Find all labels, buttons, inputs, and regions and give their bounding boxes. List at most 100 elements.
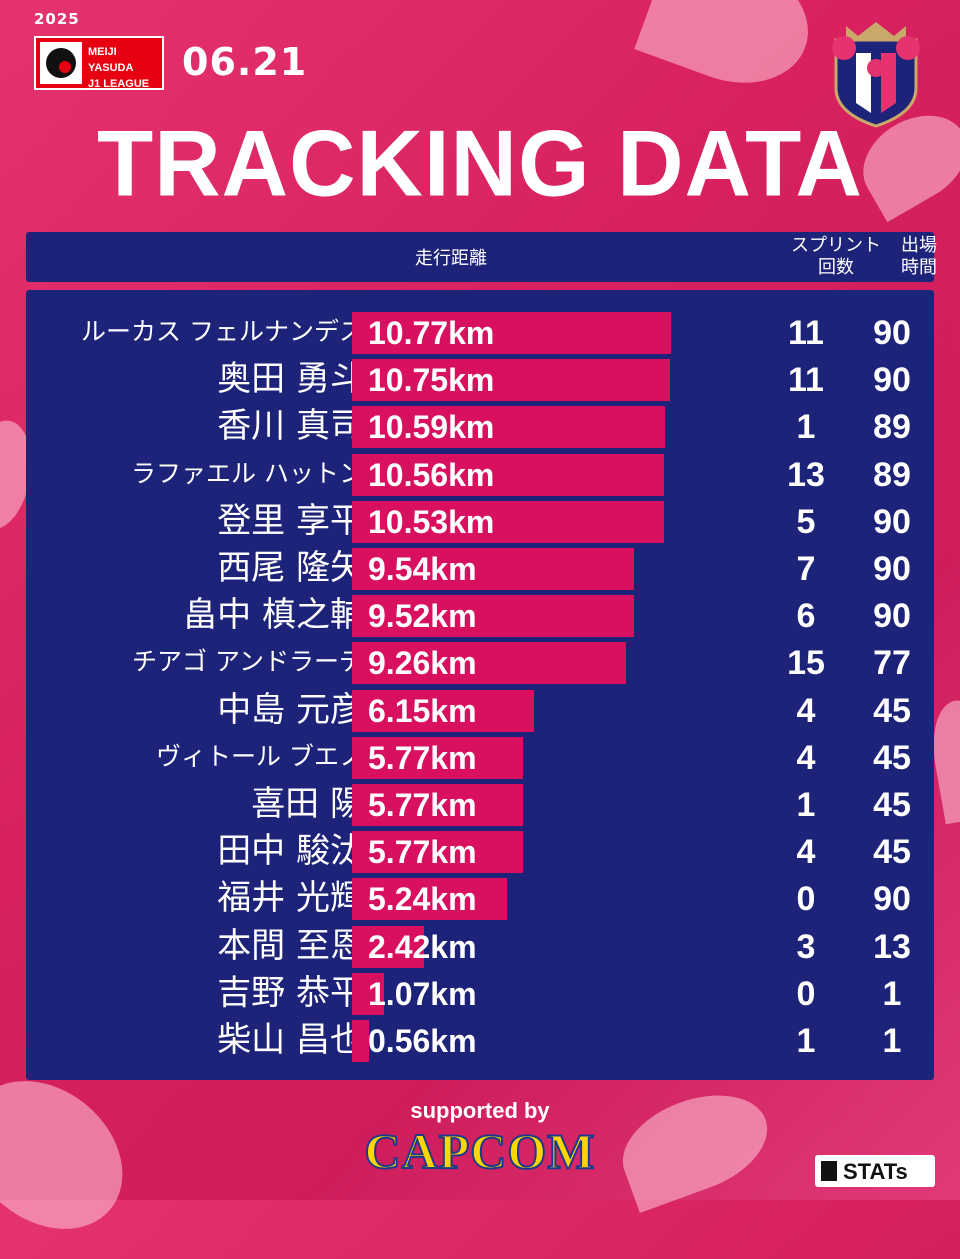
column-header-sprints-line1: スプリント	[791, 235, 881, 256]
table-row: 奥田 勇斗 10.75km 11 90	[26, 357, 934, 402]
distance-label: 5.24km	[368, 881, 477, 918]
distance-bar	[352, 406, 666, 449]
distance-label: 1.07km	[368, 975, 477, 1012]
distance-bar	[352, 689, 534, 732]
table-row: 香川 真司 10.59km 1 89	[26, 404, 934, 449]
table-header: 走行距離 スプリント 回数 出場 時間	[26, 232, 937, 282]
player-name: 喜田 陽	[251, 784, 364, 824]
j-league-mark-icon	[40, 42, 82, 84]
league-name-line2: J1 LEAGUE	[88, 78, 150, 90]
player-name: 柴山 昌也	[217, 1020, 364, 1060]
minutes-played: 1	[882, 1022, 902, 1060]
minutes-played: 90	[873, 880, 911, 919]
sprint-count: 4	[796, 691, 816, 730]
minutes-played: 90	[873, 502, 911, 541]
player-name: 福井 光輝	[217, 878, 364, 919]
distance-label: 0.56km	[368, 1023, 477, 1059]
player-name: 香川 真司	[217, 406, 364, 447]
minutes-played: 1	[882, 974, 902, 1013]
column-header-distance: 走行距離	[415, 248, 487, 269]
player-name: 登里 享平	[217, 500, 364, 541]
distance-label: 5.77km	[368, 739, 477, 776]
column-header-minutes: 出場 時間	[892, 235, 946, 279]
minutes-played: 89	[873, 455, 911, 494]
distance-bar	[352, 359, 671, 402]
table-row: 吉野 恭平 1.07km 0 1	[26, 971, 934, 1015]
minutes-played: 90	[873, 597, 911, 636]
table-row: 登里 享平 10.53km 5 90	[26, 499, 934, 543]
sprint-count: 1	[796, 786, 816, 824]
minutes-played: 45	[873, 833, 911, 872]
tracking-table: ルーカス フェルナンデス 10.77km 11 90 奥田 勇斗 10.75km 11 90 香…	[26, 290, 934, 1080]
minutes-played: 45	[873, 786, 911, 824]
league-name: MEIJI YASUDA J1 LEAGUE	[88, 44, 162, 92]
table-row: 本間 至恩 2.42km 3 13	[26, 924, 934, 968]
distance-label: 10.56km	[368, 456, 495, 493]
league-name-line1: MEIJI YASUDA	[88, 46, 134, 74]
distance-bar	[352, 784, 523, 826]
minutes-played: 45	[873, 738, 911, 777]
distance-label: 2.42km	[368, 928, 477, 965]
table-row: ルーカス フェルナンデス 10.77km 11 90	[26, 310, 934, 354]
sprint-count: 1	[796, 408, 816, 447]
distance-bar	[352, 312, 671, 354]
distance-label: 5.77km	[368, 834, 477, 871]
sprint-count: 11	[788, 361, 824, 400]
column-header-minutes-line1: 出場	[901, 235, 937, 256]
column-header-minutes-line2: 時間	[901, 257, 937, 278]
distance-bar	[352, 642, 626, 685]
sprint-count: 1	[796, 1022, 816, 1060]
sprint-count: 15	[787, 644, 825, 683]
distance-label: 9.54km	[368, 551, 477, 587]
table-row: 中島 元彦 6.15km 4 45	[26, 688, 934, 732]
sponsor-caption: supported by	[410, 1098, 550, 1123]
minutes-played: 45	[873, 691, 911, 730]
distance-label: 9.26km	[368, 645, 477, 682]
sprint-count: 7	[796, 550, 816, 588]
distance-bar	[352, 878, 508, 921]
distance-label: 10.53km	[368, 503, 495, 540]
player-name: 本間 至恩	[217, 925, 364, 966]
minutes-played: 90	[873, 361, 911, 400]
distance-bar	[352, 453, 665, 496]
column-header-sprints-line2: 回数	[818, 257, 854, 278]
sprint-count: 4	[796, 833, 816, 872]
league-year: 2025	[34, 10, 80, 28]
table-row: ラファエル ハットン 10.56km 13 89	[26, 452, 934, 496]
sprint-count: 0	[796, 880, 816, 919]
distance-bar	[352, 548, 635, 590]
distance-label: 10.59km	[368, 409, 495, 446]
distance-bar	[352, 595, 634, 638]
sponsor-logo: CAPCOM	[364, 1122, 596, 1180]
player-name: 吉野 恭平	[217, 972, 364, 1013]
club-crest-icon	[832, 22, 920, 128]
table-row: ヴィトール ブエノ 5.77km 4 45	[26, 735, 934, 779]
player-name: 中島 元彦	[217, 689, 364, 730]
player-name: 田中 駿汰	[217, 831, 364, 872]
player-name: ラファエル ハットン	[131, 458, 364, 488]
distance-bar	[352, 1020, 369, 1062]
distance-bar	[352, 831, 523, 874]
minutes-played: 77	[873, 644, 911, 683]
match-date: 06.21	[182, 40, 308, 84]
distance-bar	[352, 972, 384, 1015]
sprint-count: 3	[796, 927, 816, 966]
minutes-played: 13	[873, 927, 911, 966]
sprint-count: 13	[787, 455, 825, 494]
sprint-count: 0	[796, 974, 816, 1013]
sprint-count: 6	[796, 597, 816, 636]
table-row: 福井 光輝 5.24km 0 90	[26, 876, 934, 921]
player-name: 西尾 隆矢	[217, 548, 364, 588]
page-title: TRACKING DATA	[97, 111, 863, 217]
distance-label: 5.77km	[368, 787, 477, 823]
column-header-sprints: スプリント 回数	[781, 235, 891, 279]
stats-logo: STATs	[815, 1155, 935, 1187]
sprint-count: 5	[796, 502, 816, 541]
distance-label: 6.15km	[368, 692, 477, 729]
sprint-count: 4	[796, 738, 816, 777]
player-name: 畠中 槙之輔	[183, 595, 364, 636]
table-row: 喜田 陽 5.77km 1 45	[26, 782, 934, 826]
minutes-played: 89	[873, 408, 911, 447]
player-name: ルーカス フェルナンデス	[81, 317, 364, 346]
player-name: チアゴ アンドラーデ	[132, 647, 364, 677]
